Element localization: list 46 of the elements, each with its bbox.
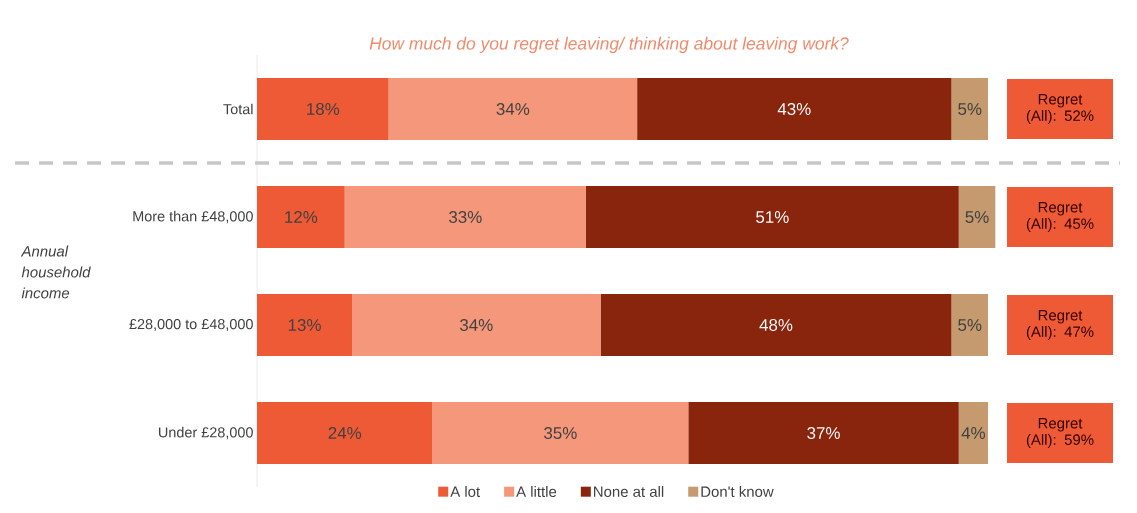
bar [352,294,601,356]
bar [432,402,689,464]
text: Regret (All): 45% [1026,202,1094,232]
legend-label: Don't know [701,486,774,497]
bar [257,186,345,248]
y-tick-label: £28,000 to £48,000 [129,319,253,331]
bar [637,78,952,140]
bar [951,294,989,356]
data-label: 34% [460,319,493,331]
data-label: 43% [777,103,811,115]
text: Regret (All): 52% [1026,94,1094,124]
data-label: 5% [965,211,989,223]
data-label: 33% [449,211,482,223]
bar [257,294,353,356]
y-tick-label: Total [223,103,253,115]
y-tick-label: Under £28,000 [159,426,253,440]
data-label: 35% [544,427,577,439]
bar [958,186,996,248]
chart-title: How much do you regret leaving/ thinking about leaving work? [369,36,849,54]
data-label: 34% [496,103,530,115]
bar [388,78,638,140]
bar [600,294,952,356]
legend-label: A little [516,486,557,497]
data-label: 12% [285,211,318,223]
data-label: 4% [961,427,986,439]
data-label: 18% [307,103,340,115]
data-label: 5% [958,319,982,331]
bar [958,402,989,464]
data-label: 48% [759,319,793,331]
y-axis-title: Annual household income [20,245,91,299]
legend-label: None at all [594,486,664,497]
y-tick-label: More than £48,000 [133,210,253,224]
text: Regret (All): 59% [1026,418,1094,448]
bar [951,78,989,140]
data-label: 37% [807,427,840,439]
bar [585,186,959,248]
bar [257,402,433,464]
text: Regret (All): 47% [1026,310,1094,340]
data-label: 5% [958,103,982,115]
data-label: 24% [328,427,362,439]
bar [257,78,389,140]
data-label: 13% [288,319,321,331]
bar [344,186,586,248]
bar [688,402,959,464]
legend-label: A lot [450,486,481,497]
data-label: 51% [756,211,789,223]
